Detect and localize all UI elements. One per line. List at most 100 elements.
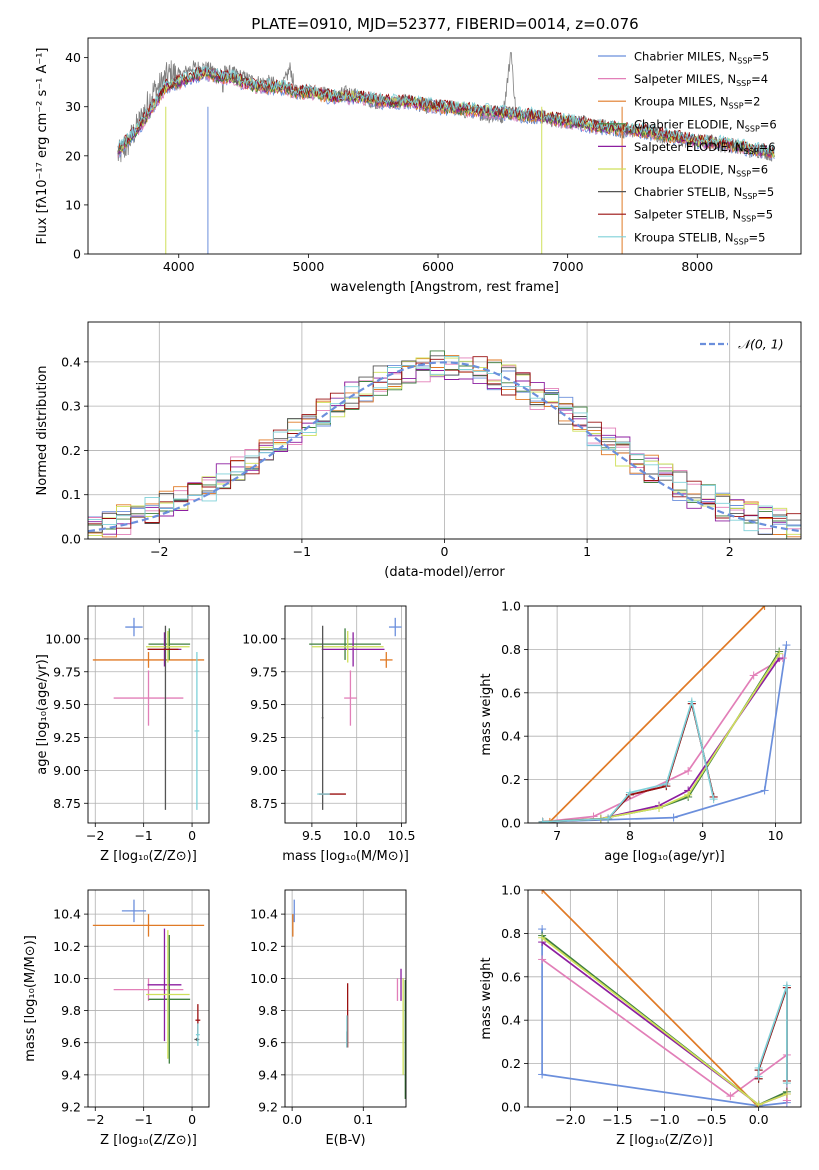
y-tick-label: 0.2 bbox=[501, 772, 521, 787]
mass-vs-metallicity-panel: −2 −1 0 9.2 9.4 9.6 9.8 10.0 10.2 10.4 Z [log₁₀(Z/… bbox=[23, 889, 210, 1148]
x-axis-label: mass [log₁₀(M/M⊙)] bbox=[282, 849, 409, 864]
y-tick-label: 9.25 bbox=[53, 730, 81, 745]
x-tick-label: −2 bbox=[86, 828, 104, 843]
y-tick-label: 0 bbox=[73, 247, 81, 262]
y-tick-label: 10.4 bbox=[250, 907, 278, 922]
legend-label-tail: =6 bbox=[751, 163, 768, 177]
legend-label: Chabrier MILES, NSSP=5 bbox=[634, 50, 769, 66]
y-tick-label: 9.75 bbox=[53, 664, 81, 679]
legend-label: Salpeter ELODIE, NSSP=6 bbox=[634, 140, 776, 156]
plot-area bbox=[88, 350, 801, 539]
y-tick-label: 0.0 bbox=[501, 1100, 521, 1115]
figure-title: PLATE=0910, MJD=52377, FIBERID=0014, z=0… bbox=[251, 15, 638, 33]
y-tick-label: 10.2 bbox=[250, 939, 278, 954]
y-tick-label: 0.6 bbox=[501, 969, 521, 984]
x-tick-label: 0 bbox=[188, 1112, 196, 1127]
x-tick-label: −1 bbox=[293, 544, 311, 559]
x-axis-label: (data-model)/error bbox=[384, 565, 505, 580]
legend-label-tail: =6 bbox=[760, 117, 777, 131]
x-tick-label: 0 bbox=[188, 828, 196, 843]
plot-area bbox=[117, 52, 775, 254]
legend-label-tail: =5 bbox=[749, 230, 766, 244]
legend-label-main: Chabrier MILES, N bbox=[634, 50, 737, 64]
legend-label-tail: =5 bbox=[757, 185, 774, 199]
y-tick-label: 9.4 bbox=[61, 1067, 81, 1082]
y-tick-label: 0.3 bbox=[61, 399, 81, 414]
x-tick-label: 10.0 bbox=[343, 828, 371, 843]
legend-label-tail: =6 bbox=[759, 140, 776, 154]
x-tick-label: −2.0 bbox=[555, 1112, 585, 1127]
y-tick-label: 9.75 bbox=[250, 664, 278, 679]
y-tick-label: 0.1 bbox=[61, 487, 81, 502]
x-tick-label: 9 bbox=[699, 828, 707, 843]
y-tick-label: 10.4 bbox=[53, 907, 81, 922]
x-tick-label: 0.0 bbox=[749, 1112, 769, 1127]
y-axis-label: mass [log₁₀(M/M⊙)] bbox=[23, 935, 38, 1062]
axes-frame bbox=[284, 605, 407, 824]
x-tick-label: 9.5 bbox=[302, 828, 322, 843]
axes-frame bbox=[87, 889, 210, 1108]
x-tick-label: 7000 bbox=[552, 259, 584, 274]
y-tick-label: 0.6 bbox=[501, 685, 521, 700]
legend-label-subscript: SSP bbox=[745, 124, 760, 133]
weight-line-chabrier-miles bbox=[542, 644, 788, 823]
legend-label: Salpeter MILES, NSSP=4 bbox=[634, 72, 768, 88]
x-axis-label: Z [log₁₀(Z/Z⊙)] bbox=[100, 849, 197, 864]
weight-line-salpeter-stelib bbox=[757, 987, 788, 1081]
residuals-panel: −2 −1 0 1 2 0.0 0.1 0.2 0.3 0.4 (data-model)/error… bbox=[35, 321, 802, 580]
legend-label: Chabrier ELODIE, NSSP=6 bbox=[634, 117, 777, 133]
histogram-kroupa-stelib bbox=[88, 355, 801, 532]
legend-label-main: Salpeter ELODIE, N bbox=[634, 140, 744, 154]
y-tick-label: 9.2 bbox=[258, 1100, 278, 1115]
legend-label-tail: =4 bbox=[751, 72, 768, 86]
y-tick-label: 30 bbox=[65, 99, 81, 114]
y-axis-label: age [log₁₀(age/yr)] bbox=[35, 654, 50, 775]
plot-area bbox=[309, 617, 402, 810]
y-tick-label: 1.0 bbox=[501, 599, 521, 614]
y-tick-label: 9.00 bbox=[250, 763, 278, 778]
plot-area bbox=[538, 606, 791, 823]
x-tick-label: 7 bbox=[553, 828, 561, 843]
x-axis-label: Z [log₁₀(Z/Z⊙)] bbox=[616, 1133, 713, 1148]
normal-distribution-curve bbox=[88, 361, 801, 533]
y-tick-label: 9.4 bbox=[258, 1067, 278, 1082]
weight-line-kroupa-miles bbox=[541, 890, 760, 1107]
legend-label: Salpeter STELIB, NSSP=5 bbox=[634, 208, 773, 224]
y-tick-label: 10.0 bbox=[53, 971, 81, 986]
x-tick-label: 8 bbox=[626, 828, 634, 843]
x-axis-label: wavelength [Angstrom, rest frame] bbox=[330, 280, 559, 295]
x-tick-label: 4000 bbox=[163, 259, 195, 274]
y-tick-label: 10.00 bbox=[242, 631, 278, 646]
legend-label-subscript: SSP bbox=[736, 79, 751, 88]
age-vs-mass-panel: 9.5 10.0 10.5 8.75 9.00 9.25 9.50 9.75 10.00 mass… bbox=[242, 605, 415, 864]
y-axis-label: Normed distribution bbox=[35, 366, 50, 496]
y-axis-label: mass weight bbox=[479, 673, 494, 755]
y-tick-label: 10 bbox=[65, 197, 81, 212]
x-tick-label: −2 bbox=[150, 544, 168, 559]
plot-area bbox=[292, 899, 406, 1099]
y-tick-label: 0.0 bbox=[61, 532, 81, 547]
legend-label-subscript: SSP bbox=[736, 170, 751, 179]
y-tick-label: 9.00 bbox=[53, 763, 81, 778]
y-tick-label: 8.75 bbox=[250, 796, 278, 811]
y-tick-label: 0.8 bbox=[501, 926, 521, 941]
weight-line-kroupa-miles bbox=[549, 606, 766, 823]
legend-label-main: Salpeter STELIB, N bbox=[634, 208, 741, 222]
axes-frame bbox=[527, 605, 802, 824]
x-tick-label: 5000 bbox=[292, 259, 324, 274]
weight-vs-metallicity-panel: −2.0 −1.5 −1.0 −0.5 0.0 0.0 0.2 0.4 0.6 0.8 1.0 Z [… bbox=[479, 883, 802, 1148]
model-spectrum-kroupa-stelib bbox=[117, 65, 775, 155]
x-tick-label: 0 bbox=[441, 544, 449, 559]
x-axis-label: Z [log₁₀(Z/Z⊙)] bbox=[100, 1133, 197, 1148]
legend-label-subscript: SSP bbox=[734, 237, 749, 246]
y-tick-label: 8.75 bbox=[53, 796, 81, 811]
y-tick-label: 0.4 bbox=[501, 1013, 521, 1028]
legend-label-main: Kroupa ELODIE, N bbox=[634, 163, 736, 177]
x-tick-label: −2 bbox=[86, 1112, 104, 1127]
y-axis-label: mass weight bbox=[479, 957, 494, 1039]
age-vs-metallicity-panel: −2 −1 0 8.75 9.00 9.25 9.50 9.75 10.00 Z [log₁₀(Z… bbox=[35, 605, 210, 864]
y-tick-label: 9.8 bbox=[61, 1003, 81, 1018]
x-tick-label: 6000 bbox=[422, 259, 454, 274]
y-tick-label: 9.50 bbox=[250, 697, 278, 712]
